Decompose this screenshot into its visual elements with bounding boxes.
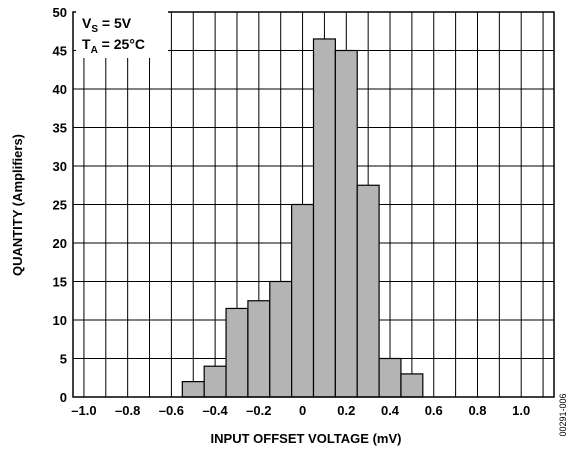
histogram-bar — [378, 357, 402, 398]
histogram-bar — [203, 365, 227, 398]
x-tick-label: –0.4 — [202, 403, 228, 418]
histogram-bar — [269, 280, 293, 398]
annotation-box — [76, 8, 168, 58]
x-tick-label: 0 — [299, 403, 306, 418]
x-tick-label: –0.6 — [159, 403, 184, 418]
y-tick-label: 15 — [53, 275, 67, 290]
histogram-bar — [356, 184, 380, 398]
y-tick-label: 50 — [53, 5, 67, 20]
histogram-bar — [400, 373, 424, 398]
plot-frame — [72, 11, 555, 398]
annotation-temperature: TA = 25°C — [82, 36, 145, 56]
y-tick-labels: 0 5 10 15 20 25 30 35 40 45 50 — [53, 5, 67, 405]
y-tick-label: 20 — [53, 236, 67, 251]
y-tick-label: 5 — [60, 352, 67, 367]
x-tick-label: –0.2 — [246, 403, 271, 418]
x-tick-label: 1.0 — [512, 403, 530, 418]
y-axis-title: QUANTITY (Amplifiers) — [10, 134, 25, 276]
x-tick-labels: –1.0 –0.8 –0.6 –0.4 –0.2 0 0.2 0.4 0.6 0.8 1.0 — [71, 403, 530, 418]
y-tick-label: 40 — [53, 82, 67, 97]
histogram-bar — [247, 300, 271, 398]
y-tick-label: 30 — [53, 159, 67, 174]
y-tick-label: 35 — [53, 121, 67, 136]
y-tick-label: 25 — [53, 198, 67, 213]
y-tick-label: 10 — [53, 313, 67, 328]
annotation-supply-voltage: VS = 5V — [82, 15, 132, 35]
figure-id: 00291-006 — [558, 393, 568, 436]
x-tick-label: 0.8 — [468, 403, 486, 418]
y-tick-label: 0 — [60, 390, 67, 405]
histogram-bar — [334, 49, 358, 398]
x-tick-label: –0.8 — [115, 403, 140, 418]
histogram-bar — [225, 307, 249, 398]
x-axis-title: INPUT OFFSET VOLTAGE (mV) — [211, 431, 402, 446]
x-tick-label: 0.2 — [337, 403, 355, 418]
histogram-bars — [181, 38, 424, 398]
y-tick-label: 45 — [53, 44, 67, 59]
histogram-bar — [291, 203, 315, 398]
histogram-bar — [312, 38, 336, 398]
x-tick-label: –1.0 — [71, 403, 96, 418]
histogram-bar — [181, 381, 205, 398]
x-tick-label: 0.6 — [425, 403, 443, 418]
x-tick-label: 0.4 — [381, 403, 400, 418]
